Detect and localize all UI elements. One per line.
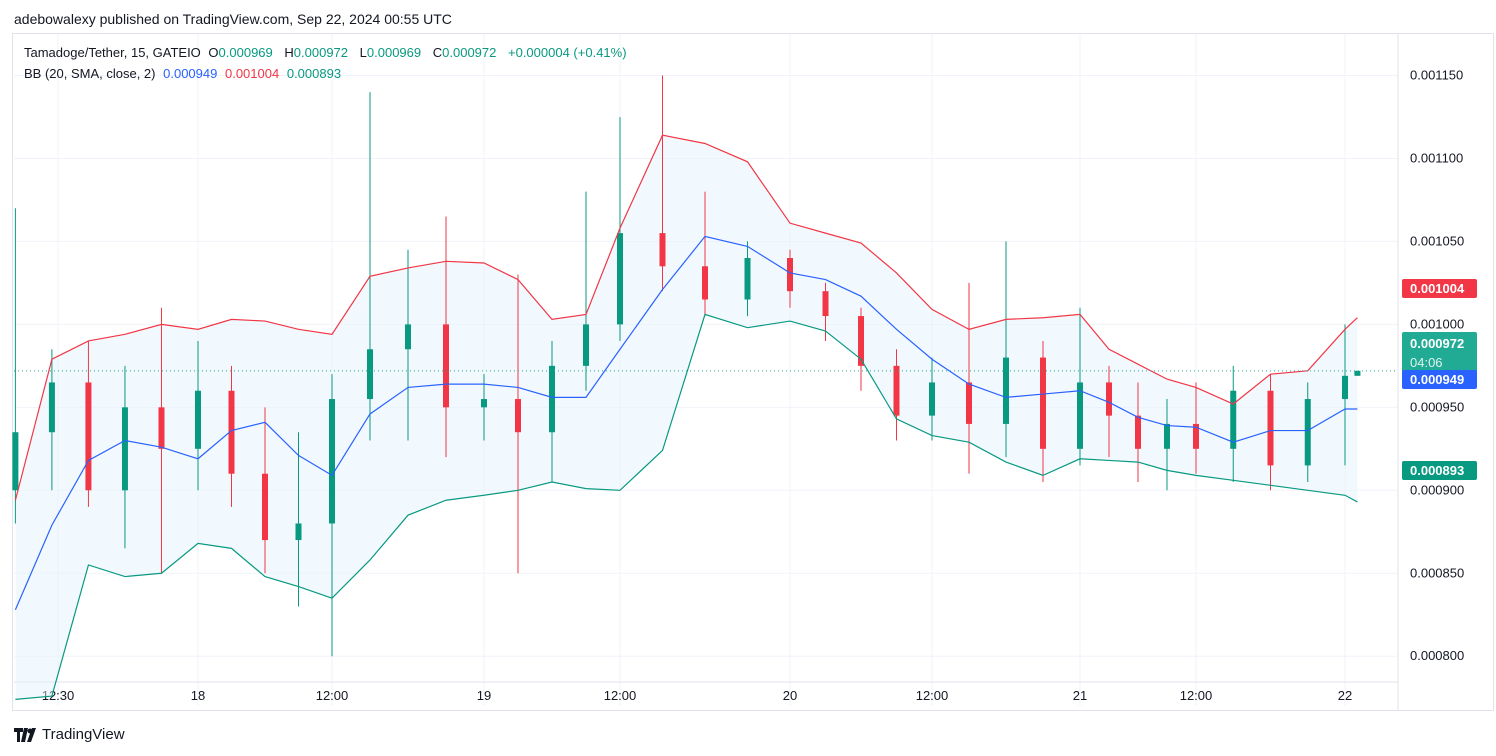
footer-brand: TradingView — [42, 726, 125, 743]
tradingview-logo[interactable]: TradingView — [14, 726, 125, 743]
open-label: O — [208, 45, 219, 60]
last-price-badge: 0.000972 04:06 — [1402, 332, 1477, 374]
y-tick-label: 0.000850 — [1410, 565, 1464, 580]
candle-body — [48, 382, 55, 433]
bb-upper-value: 0.001004 — [224, 66, 280, 81]
y-tick-label: 0.001000 — [1410, 316, 1464, 331]
candle-body — [1077, 382, 1083, 449]
bb-lower-line — [15, 313, 1358, 700]
candle-body — [1193, 423, 1199, 449]
bb-fill — [15, 135, 1358, 700]
candle-body — [481, 399, 487, 408]
y-tick-label: 0.000900 — [1410, 482, 1464, 497]
candle-body — [1164, 423, 1170, 449]
y-tick-label: 0.000950 — [1410, 399, 1464, 414]
candle-body — [787, 258, 793, 292]
candle-body — [549, 365, 555, 433]
bb-label[interactable]: BB (20, SMA, close, 2) — [24, 66, 156, 81]
chart-frame — [12, 33, 1494, 711]
candle-body — [295, 523, 302, 541]
x-tick-label: 12:30 — [42, 688, 75, 703]
candle-body — [858, 316, 864, 366]
x-tick-label: 12:00 — [916, 688, 949, 703]
y-tick-label: 0.001050 — [1410, 233, 1464, 248]
bar-countdown: 04:06 — [1410, 355, 1443, 370]
candle-body — [85, 382, 92, 491]
candle-body — [121, 407, 128, 491]
candle-body — [583, 324, 589, 366]
bb-basis-line — [14, 235, 1358, 611]
x-tick-label: 18 — [191, 688, 205, 703]
bb-basis-value: 0.000949 — [163, 66, 218, 81]
candle-body — [1106, 382, 1112, 416]
bb-legend: BB (20, SMA, close, 2) 0.000949 0.001004… — [24, 66, 345, 81]
y-tick-label: 0.000800 — [1410, 648, 1464, 663]
candle-body — [405, 324, 411, 350]
y-tick-label: 0.001150 — [1410, 67, 1463, 82]
candle-body — [158, 407, 165, 449]
symbol-name[interactable]: Tamadoge/Tether, 15, GATEIO — [24, 45, 201, 60]
candle-body — [1040, 357, 1046, 449]
candle-body — [702, 266, 708, 300]
candle-body — [1003, 357, 1009, 424]
candle-body — [1230, 390, 1237, 449]
candle-body — [1354, 370, 1361, 376]
x-tick-label: 20 — [783, 688, 797, 703]
y-tick-label: 0.001100 — [1410, 150, 1463, 165]
x-tick-label: 12:00 — [604, 688, 637, 703]
x-tick-label: 21 — [1073, 688, 1087, 703]
candle-body — [515, 399, 521, 433]
low-value: 0.000969 — [366, 45, 422, 60]
last-price: 0.000972 — [1410, 336, 1465, 351]
candle-body — [262, 473, 268, 541]
change-value: +0.000004 (+0.41%) — [508, 45, 627, 60]
x-tick-label: 12:00 — [316, 688, 349, 703]
candle-body — [966, 382, 972, 424]
symbol-legend: Tamadoge/Tether, 15, GATEIO O0.000969 H0… — [24, 45, 631, 60]
candle-body — [228, 390, 235, 474]
candle-body — [1267, 390, 1274, 466]
bb-upper-line — [14, 134, 1358, 501]
basis-badge: 0.000949 — [1402, 370, 1477, 389]
x-tick-label: 19 — [477, 688, 491, 703]
candle-body — [744, 258, 751, 300]
candle-body — [617, 233, 623, 325]
candle-body — [893, 365, 900, 416]
lower-band-badge: 0.000893 — [1402, 461, 1477, 480]
publish-info: adebowalexy published on TradingView.com… — [14, 11, 452, 27]
candle-body — [929, 382, 935, 416]
high-label: H — [284, 45, 294, 60]
open-value: 0.000969 — [218, 45, 273, 60]
candle-body — [1135, 415, 1141, 449]
candle-body — [195, 390, 201, 449]
bb-lower-value: 0.000893 — [286, 66, 342, 81]
upper-band-badge: 0.001004 — [1402, 279, 1477, 298]
x-tick-label: 12:00 — [1180, 688, 1213, 703]
x-tick-label: 22 — [1338, 688, 1352, 703]
candle-body — [367, 349, 373, 400]
close-value: 0.000972 — [442, 45, 497, 60]
candle-body — [443, 324, 449, 408]
candle-body — [659, 233, 666, 267]
tradingview-logo-icon — [14, 727, 36, 742]
candle-body — [822, 291, 829, 317]
candle-body — [329, 399, 335, 524]
low-label: L — [359, 45, 367, 60]
candle-body — [12, 432, 19, 491]
candle-body — [1304, 399, 1311, 466]
candle-body — [1342, 375, 1348, 400]
high-value: 0.000972 — [293, 45, 349, 60]
close-label: C — [432, 45, 443, 60]
